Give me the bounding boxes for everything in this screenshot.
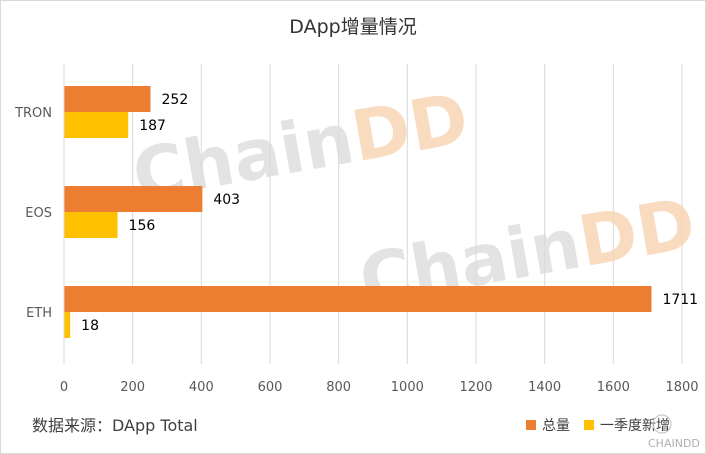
x-tick-label: 1000: [391, 380, 424, 395]
bar: [64, 86, 151, 112]
y-tick-label: TRON: [14, 106, 52, 121]
watermark-logo-text: CHAINDD: [648, 437, 700, 450]
y-tick-label: ETH: [26, 306, 52, 321]
y-tick-label: EOS: [25, 206, 52, 221]
logo-circle-icon: [652, 414, 672, 434]
data-label: 403: [213, 192, 240, 208]
watermark-part2: DD: [346, 77, 475, 178]
x-tick-label: 1200: [459, 380, 492, 395]
data-labels: 252 187 403 156 1711 18: [81, 92, 698, 334]
chart-title: DApp增量情况: [289, 16, 416, 38]
legend: 总量 一季度新增: [526, 418, 670, 434]
bar: [64, 186, 203, 212]
data-label: 18: [81, 318, 99, 334]
watermark-part2: DD: [573, 182, 702, 283]
data-label: 187: [139, 118, 166, 134]
x-tick-label: 0: [60, 380, 68, 395]
bar: [64, 312, 71, 338]
data-label: 1711: [662, 292, 698, 308]
legend-swatch: [584, 420, 594, 430]
bar: [64, 286, 652, 312]
x-tick-label: 400: [189, 380, 214, 395]
watermark-logo: CHAINDD: [648, 414, 700, 450]
legend-label: 总量: [542, 418, 570, 434]
bar: [64, 212, 118, 238]
bars: [64, 86, 652, 338]
data-label: 252: [162, 92, 189, 108]
y-axis-ticks: TRON EOS ETH: [14, 106, 52, 321]
data-label: 156: [129, 218, 156, 234]
x-tick-label: 1800: [665, 380, 698, 395]
x-tick-label: 1400: [528, 380, 561, 395]
legend-label: 一季度新增: [600, 418, 670, 434]
x-tick-label: 1600: [597, 380, 630, 395]
x-tick-label: 600: [258, 380, 283, 395]
x-tick-label: 800: [326, 380, 351, 395]
grid-lines: [132, 64, 683, 364]
bar: [64, 112, 129, 138]
source-note: 数据来源：DApp Total: [32, 416, 198, 435]
x-axis-ticks: 0 200 400 600 800 1000 1200 1400 1600 1800: [60, 380, 699, 395]
legend-swatch: [526, 420, 536, 430]
x-tick-label: 200: [120, 380, 145, 395]
